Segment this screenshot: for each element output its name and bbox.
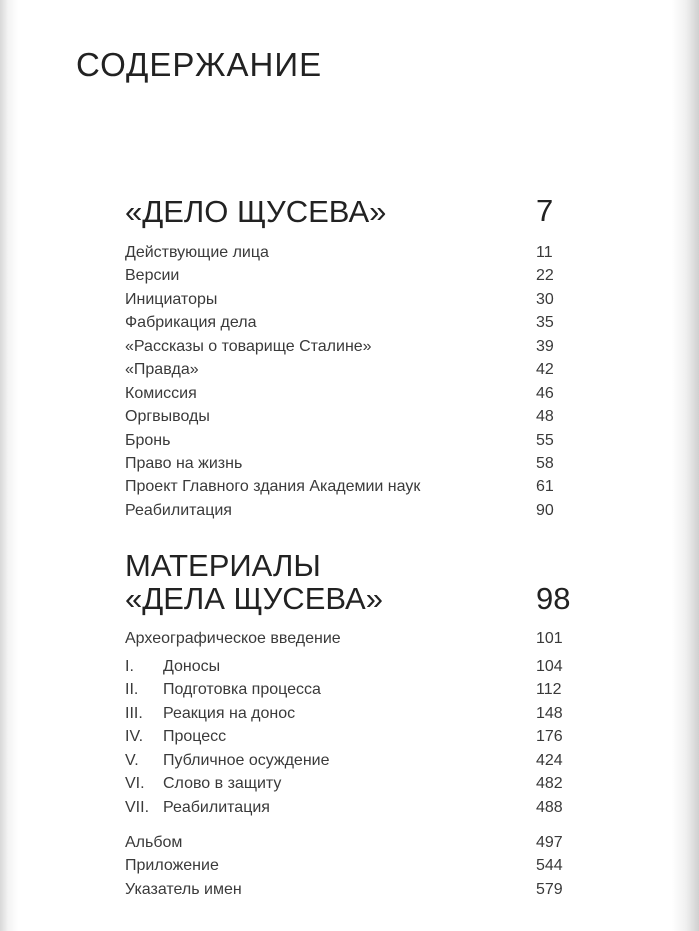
- appendix-list: Альбом 497 Приложение 544 Указатель имен 579: [125, 831, 575, 901]
- chapter-numeral: V.: [125, 751, 139, 769]
- toc-row[interactable]: Версии 22: [125, 264, 575, 287]
- toc-label: Публичное осуждение: [163, 751, 330, 769]
- toc-page: 176: [536, 728, 563, 746]
- toc-row[interactable]: II. Подготовка процесса 112: [125, 678, 575, 701]
- toc-page: 104: [536, 658, 563, 675]
- toc-page: 22: [536, 267, 554, 285]
- toc-row[interactable]: Указатель имен 579: [125, 878, 575, 901]
- chapters-list: I. Доносы 104 II. Подготовка процесса 112 III.…: [125, 655, 575, 819]
- toc-page: 11: [536, 244, 553, 261]
- toc-page: 544: [536, 857, 563, 875]
- intro-row-wrap: Археографическое введение 101: [125, 627, 575, 650]
- toc-row[interactable]: Оргвыводы 48: [125, 405, 575, 428]
- toc-page: 55: [536, 431, 554, 449]
- toc-label: Доносы: [163, 658, 221, 675]
- toc-page: 101: [536, 630, 563, 647]
- toc-row[interactable]: Реабилитация 90: [125, 499, 575, 522]
- toc-row[interactable]: Альбом 497: [125, 831, 575, 854]
- toc-row[interactable]: Бронь 55: [125, 429, 575, 452]
- chapter-numeral: III.: [125, 704, 143, 722]
- toc-label: Подготовка процесса: [163, 681, 321, 699]
- section-page: 98: [536, 581, 571, 616]
- toc-label: Альбом: [125, 834, 183, 851]
- toc-label: Реакция на донос: [163, 704, 296, 722]
- toc-row[interactable]: «Рассказы о товарище Сталине» 39: [125, 335, 575, 358]
- section-page: 7: [536, 193, 554, 228]
- toc-page: 39: [536, 337, 554, 355]
- toc-row[interactable]: Комиссия 46: [125, 382, 575, 405]
- toc-page: 90: [536, 501, 554, 519]
- section-heading: МАТЕРИАЛЫ «ДЕЛА ЩУСЕВА»: [125, 549, 383, 615]
- toc-label: Инициаторы: [125, 290, 218, 308]
- toc-row[interactable]: «Правда» 42: [125, 358, 575, 381]
- toc-label: Процесс: [163, 728, 227, 746]
- toc-label: Реабилитация: [163, 798, 270, 816]
- toc-label: Право на жизнь: [125, 454, 243, 472]
- toc-row[interactable]: VII. Реабилитация 488: [125, 796, 575, 819]
- toc-label: Указатель имен: [125, 880, 242, 898]
- page-title: СОДЕРЖАНИЕ: [76, 46, 323, 83]
- toc-label: Проект Главного здания Академии наук: [125, 478, 421, 496]
- section-heading-line: «ДЕЛА ЩУСЕВА»: [125, 581, 383, 616]
- toc-row[interactable]: V. Публичное осуждение 424: [125, 749, 575, 772]
- toc-page: 148: [536, 704, 563, 722]
- toc-page: 424: [536, 751, 563, 769]
- toc-page: 48: [536, 408, 554, 426]
- toc-label: «Правда»: [125, 361, 199, 379]
- chapter-numeral: IV.: [125, 728, 144, 746]
- toc-label: Версии: [125, 267, 180, 285]
- toc-page: 497: [536, 834, 563, 851]
- chapter-numeral: VI.: [125, 775, 145, 793]
- toc-page: 579: [536, 880, 563, 898]
- chapter-numeral: I.: [125, 658, 134, 675]
- toc-row[interactable]: I. Доносы 104: [125, 655, 575, 678]
- toc-label: Комиссия: [125, 384, 197, 402]
- toc-page: 112: [536, 681, 562, 699]
- chapter-numeral: II.: [125, 681, 139, 699]
- toc-label: Бронь: [125, 431, 171, 449]
- toc-label: Приложение: [125, 857, 219, 875]
- toc-label: Фабрикация дела: [125, 314, 257, 332]
- toc-row[interactable]: IV. Процесс 176: [125, 725, 575, 748]
- toc-page: 482: [536, 775, 563, 793]
- toc-page: 61: [536, 478, 554, 496]
- toc-label: «Рассказы о товарище Сталине»: [125, 337, 372, 355]
- toc-row[interactable]: Действующие лица 11: [125, 241, 575, 264]
- toc-label: Действующие лица: [125, 244, 269, 261]
- toc-label: Оргвыводы: [125, 408, 210, 426]
- toc-row[interactable]: Право на жизнь 58: [125, 452, 575, 475]
- toc-page: 488: [536, 798, 563, 816]
- chapter-numeral: VII.: [125, 798, 150, 816]
- toc-label: Археографическое введение: [125, 630, 341, 647]
- toc-row[interactable]: Фабрикация дела 35: [125, 311, 575, 334]
- toc-row[interactable]: Проект Главного здания Академии наук 61: [125, 475, 575, 498]
- toc-page: 30: [536, 290, 554, 308]
- toc-label: Слово в защиту: [163, 775, 282, 793]
- section1-list: Действующие лица 11 Версии 22 Инициаторы 30 Фа…: [125, 241, 575, 522]
- toc-row[interactable]: VI. Слово в защиту 482: [125, 772, 575, 795]
- toc-label: Реабилитация: [125, 501, 232, 519]
- toc-page: 46: [536, 384, 554, 402]
- toc-page: 35: [536, 314, 554, 332]
- section-heading: «ДЕЛО ЩУСЕВА»: [125, 194, 387, 229]
- toc-page: 58: [536, 454, 554, 472]
- toc-row[interactable]: Инициаторы 30: [125, 288, 575, 311]
- toc-row[interactable]: Археографическое введение 101: [125, 627, 575, 650]
- toc-row[interactable]: III. Реакция на донос 148: [125, 702, 575, 725]
- section-heading-line: МАТЕРИАЛЫ: [125, 548, 321, 583]
- toc-page: 42: [536, 361, 554, 379]
- toc-row[interactable]: Приложение 544: [125, 854, 575, 877]
